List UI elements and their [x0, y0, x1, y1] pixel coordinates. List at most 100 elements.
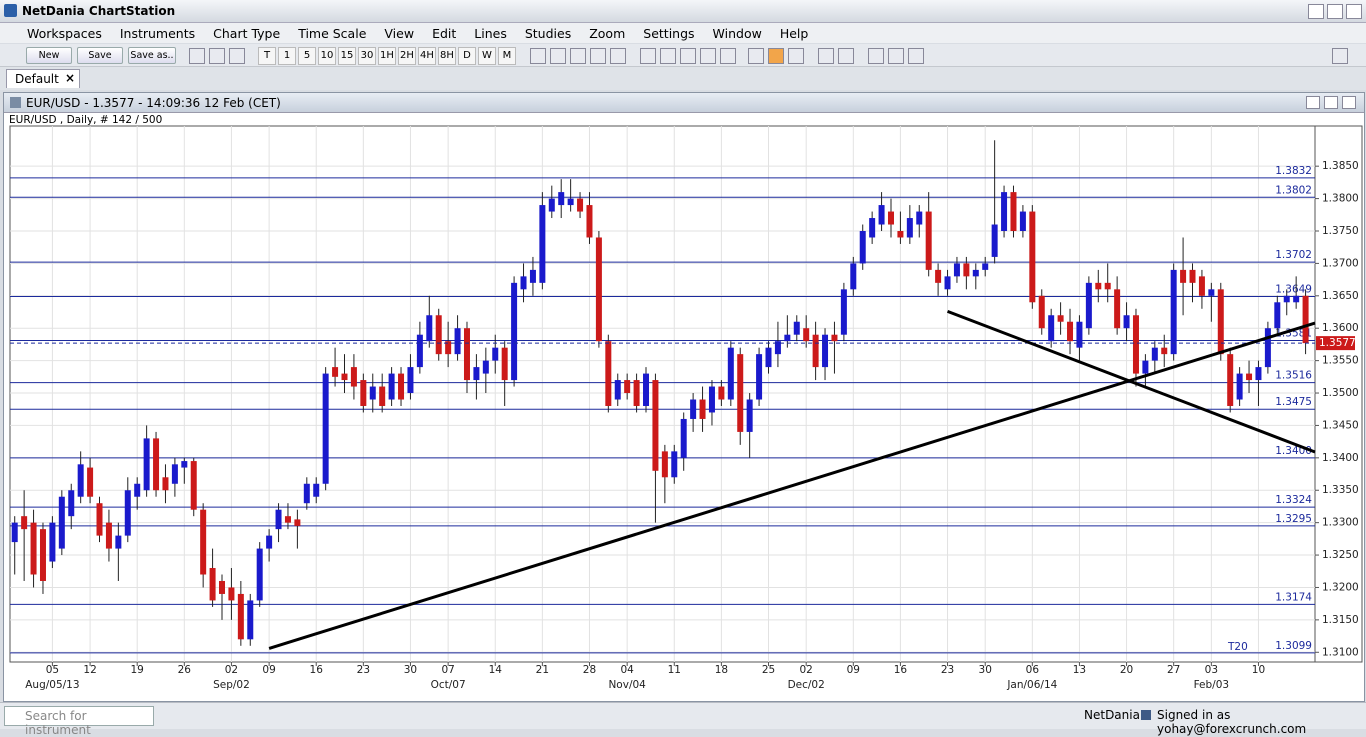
- time-scale-button[interactable]: D: [458, 47, 476, 65]
- channel-icon[interactable]: [700, 48, 716, 64]
- candle-body: [1001, 192, 1008, 231]
- candle-body: [1048, 315, 1055, 342]
- x-tick-label: 23: [357, 664, 370, 676]
- x-month-label: Dec/02: [788, 679, 825, 691]
- search-box[interactable]: Search for instrument: [4, 706, 154, 737]
- menu-item[interactable]: Time Scale: [298, 26, 367, 41]
- candle-body: [162, 477, 169, 491]
- time-scale-button[interactable]: M: [498, 47, 516, 65]
- candle-body: [643, 373, 650, 406]
- minimize-button[interactable]: [1308, 4, 1324, 19]
- time-scale-button[interactable]: 5: [298, 47, 316, 65]
- panel-icon[interactable]: [1332, 48, 1348, 64]
- zoom-in-icon[interactable]: [868, 48, 884, 64]
- y-tick-label: 1.3800: [1322, 193, 1359, 205]
- menu-item[interactable]: Workspaces: [27, 26, 102, 41]
- candle-body: [228, 587, 235, 601]
- candle-body: [1067, 321, 1074, 342]
- menu-item[interactable]: Window: [712, 26, 762, 41]
- time-scale-button[interactable]: T: [258, 47, 276, 65]
- price-axis: [1314, 125, 1363, 663]
- current-price-label: 1.3577: [1319, 337, 1356, 349]
- x-tick-label: 07: [441, 664, 454, 676]
- x-tick-label: 03: [1205, 664, 1218, 676]
- menu-item[interactable]: Studies: [524, 26, 572, 41]
- bell-icon[interactable]: [640, 48, 656, 64]
- candle-body: [614, 380, 621, 400]
- search-placeholder: Search for instrument: [25, 709, 91, 737]
- line-icon[interactable]: [229, 48, 245, 64]
- line-tool-icon[interactable]: [660, 48, 676, 64]
- fib-icon[interactable]: [680, 48, 696, 64]
- time-scale-button[interactable]: 30: [358, 47, 376, 65]
- x-tick-label: 06: [1026, 664, 1040, 676]
- menu-item[interactable]: Chart Type: [213, 26, 281, 41]
- draw-icon[interactable]: [748, 48, 764, 64]
- print-icon[interactable]: [818, 48, 834, 64]
- zoom-out-icon[interactable]: [888, 48, 904, 64]
- crosshair-icon[interactable]: [530, 48, 546, 64]
- close-button[interactable]: [1342, 96, 1356, 109]
- candle-body: [906, 218, 913, 238]
- bar-icon[interactable]: [209, 48, 225, 64]
- time-scale-button[interactable]: 15: [338, 47, 356, 65]
- maximize-button[interactable]: [1327, 4, 1343, 19]
- info-icon[interactable]: [570, 48, 586, 64]
- chart-window-title: EUR/USD - 1.3577 - 14:09:36 12 Feb (CET): [26, 96, 281, 110]
- candle-body: [1151, 347, 1158, 361]
- candle-body: [680, 418, 687, 458]
- time-scale-button[interactable]: 8H: [438, 47, 456, 65]
- level-label: 1.3702: [1275, 249, 1312, 261]
- x-tick-label: 28: [583, 664, 596, 676]
- candle-body: [1095, 282, 1102, 290]
- menu-item[interactable]: Settings: [643, 26, 695, 41]
- candle-body: [718, 386, 725, 400]
- level-label: 1.3802: [1275, 184, 1312, 196]
- time-scale-button[interactable]: 1H: [378, 47, 396, 65]
- menu-item[interactable]: Edit: [432, 26, 457, 41]
- candle-body: [407, 367, 414, 394]
- menu-item[interactable]: Lines: [474, 26, 507, 41]
- time-scale-button[interactable]: 1: [278, 47, 296, 65]
- level-label: 1.3649: [1275, 283, 1312, 295]
- app-title: NetDania ChartStation: [22, 4, 176, 18]
- scroll-icon[interactable]: [590, 48, 606, 64]
- x-tick-label: 14: [489, 664, 503, 676]
- time-scale-button[interactable]: W: [478, 47, 496, 65]
- save-as-button[interactable]: Save as..: [128, 47, 176, 64]
- candle-icon[interactable]: [189, 48, 205, 64]
- candle-body: [1180, 269, 1187, 283]
- zoom-reset-icon[interactable]: [908, 48, 924, 64]
- grid-icon[interactable]: [550, 48, 566, 64]
- cursor-icon[interactable]: [720, 48, 736, 64]
- candle-body: [1104, 282, 1111, 290]
- tab[interactable]: Default ×: [6, 69, 80, 88]
- delete-all-icon[interactable]: [788, 48, 804, 64]
- menu-bar: Workspaces Instruments Chart Type Time Scal…: [0, 23, 1366, 43]
- candle-body: [991, 224, 998, 257]
- minimize-button[interactable]: [1306, 96, 1320, 109]
- status-bar: Search for instrument NetDania Signed in…: [0, 702, 1366, 737]
- volume-icon[interactable]: [610, 48, 626, 64]
- candle-body: [727, 347, 734, 400]
- new-button[interactable]: New: [26, 47, 72, 64]
- candle-body: [200, 509, 207, 575]
- tab-close[interactable]: ×: [65, 71, 76, 85]
- time-scale-button[interactable]: 10: [318, 47, 336, 65]
- preview-icon[interactable]: [838, 48, 854, 64]
- menu-item[interactable]: Zoom: [589, 26, 626, 41]
- y-tick-label: 1.3450: [1322, 419, 1359, 431]
- maximize-button[interactable]: [1324, 96, 1338, 109]
- candle-body: [454, 328, 461, 355]
- delete-icon[interactable]: [768, 48, 784, 64]
- time-scale-button[interactable]: 2H: [398, 47, 416, 65]
- time-scale-button[interactable]: 4H: [418, 47, 436, 65]
- menu-item[interactable]: Instruments: [119, 26, 196, 41]
- menu-item[interactable]: View: [384, 26, 415, 41]
- y-tick-label: 1.3750: [1322, 225, 1359, 237]
- candle-body: [463, 328, 470, 381]
- menu-item[interactable]: Help: [779, 26, 809, 41]
- save-button[interactable]: Save: [77, 47, 123, 64]
- candle-body: [633, 380, 640, 406]
- close-button[interactable]: [1346, 4, 1362, 19]
